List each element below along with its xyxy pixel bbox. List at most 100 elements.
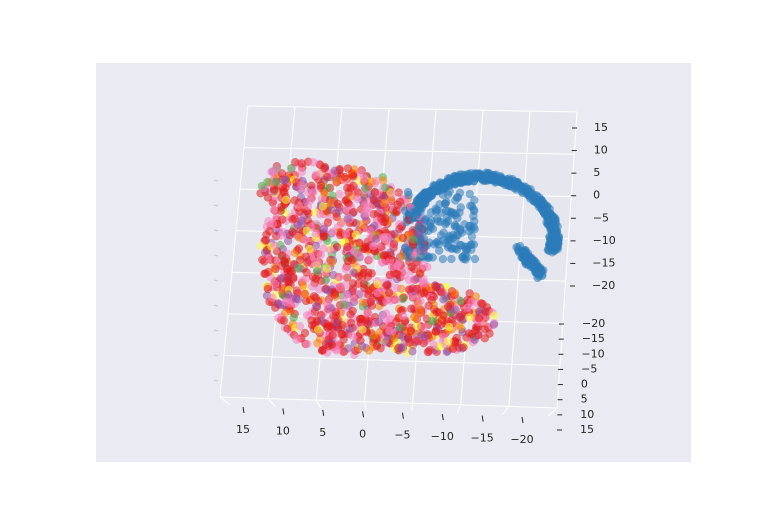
scatter-point [464, 222, 474, 231]
x-tick-label: 10 [276, 424, 290, 437]
scatter-point [290, 157, 300, 167]
y-tick-label: 5 [581, 393, 588, 406]
scatter-point [311, 170, 321, 180]
scatter-point [398, 233, 408, 243]
scatter-point [270, 241, 280, 251]
scatter-point [348, 255, 357, 265]
scatter-point [406, 326, 416, 336]
scatter-point [349, 268, 358, 277]
scatter-point [334, 316, 343, 325]
grid-line-horizontal [243, 147, 575, 155]
scatter-point [322, 172, 332, 182]
scatter-point [340, 172, 350, 182]
scatter-point [373, 280, 382, 289]
scatter-point [302, 268, 311, 277]
scatter-point [427, 316, 436, 326]
scatter-point [344, 188, 353, 197]
scatter-point [279, 256, 289, 266]
scatter-point [551, 236, 561, 245]
x-tick-mark [521, 416, 524, 424]
scatter-point [407, 213, 417, 223]
scatter-point [295, 322, 305, 331]
scatter-point [370, 188, 380, 197]
scatter-point [485, 329, 494, 338]
scatter-point [420, 332, 430, 342]
scatter-point [415, 307, 425, 317]
scatter-point [456, 296, 465, 306]
scatter-point [323, 286, 333, 295]
scatter-point [367, 301, 377, 310]
scatter-point [335, 189, 344, 199]
scatter-point [278, 215, 287, 224]
x-tick-label: −15 [471, 432, 494, 445]
x-tick-mark [362, 411, 365, 418]
scatter-point [369, 195, 379, 205]
scatter-point [471, 325, 480, 335]
scatter-point [530, 194, 540, 204]
scatter-point [346, 310, 355, 319]
scatter-point [309, 291, 319, 301]
scatter-point [404, 190, 413, 200]
scatter-point [376, 343, 385, 353]
y-tick-label: −10 [581, 347, 604, 360]
scatter-point [534, 267, 544, 276]
grid-line-floor [547, 407, 558, 417]
scatter-point [416, 297, 425, 306]
scatter-point [378, 258, 387, 267]
scatter-point [471, 292, 481, 301]
scatter-point [419, 323, 428, 332]
scatter-point [481, 307, 490, 316]
scatter-point [284, 290, 293, 299]
scatter-point [263, 193, 273, 202]
scatter-point [419, 246, 428, 255]
scatter-point [514, 181, 524, 190]
scatter-point [370, 331, 379, 340]
scatter-point [356, 220, 366, 229]
scatter-point [428, 224, 438, 234]
scatter-point [270, 279, 280, 289]
scatter-point [478, 299, 487, 309]
grid-line-floor [456, 404, 462, 414]
scatter-points [256, 157, 564, 360]
scatter-point [359, 268, 368, 278]
scatter-point [467, 232, 477, 241]
scatter-point [323, 299, 332, 309]
grid-line-floor [502, 406, 510, 415]
scatter-point [385, 270, 395, 280]
x-tick-mark [441, 414, 444, 421]
scatter-point [305, 244, 314, 254]
scatter-point [395, 323, 405, 332]
scatter-point [444, 233, 454, 242]
scatter-point [313, 267, 322, 276]
scatter-point [341, 264, 350, 274]
scatter-point [437, 315, 447, 325]
scatter-point [344, 344, 353, 353]
grid-line-horizontal [219, 396, 558, 409]
x-tick-label: −20 [510, 433, 533, 446]
scatter-point [317, 346, 327, 355]
scatter-point [474, 314, 484, 323]
scatter-point [409, 235, 418, 244]
scatter-point [484, 169, 494, 178]
scatter-point [351, 230, 361, 240]
scatter-point [433, 237, 442, 246]
scatter-point [428, 253, 438, 262]
scatter-point [328, 191, 337, 200]
scatter-point [395, 224, 404, 234]
scatter-point [360, 283, 369, 293]
scatter-point [279, 316, 289, 325]
scatter-point [463, 303, 472, 312]
scatter-point [447, 254, 456, 264]
scatter-point [405, 338, 414, 347]
scatter-point [257, 241, 266, 251]
y-tick-label: 0 [581, 378, 588, 391]
scatter-point [443, 336, 453, 346]
scatter-point [316, 250, 326, 260]
scatter-point [334, 206, 344, 216]
scatter-point [330, 290, 339, 299]
scatter-point [303, 339, 312, 349]
scatter-point [429, 340, 438, 349]
left-tick-mark [213, 354, 219, 357]
left-tick-mark [213, 229, 219, 232]
